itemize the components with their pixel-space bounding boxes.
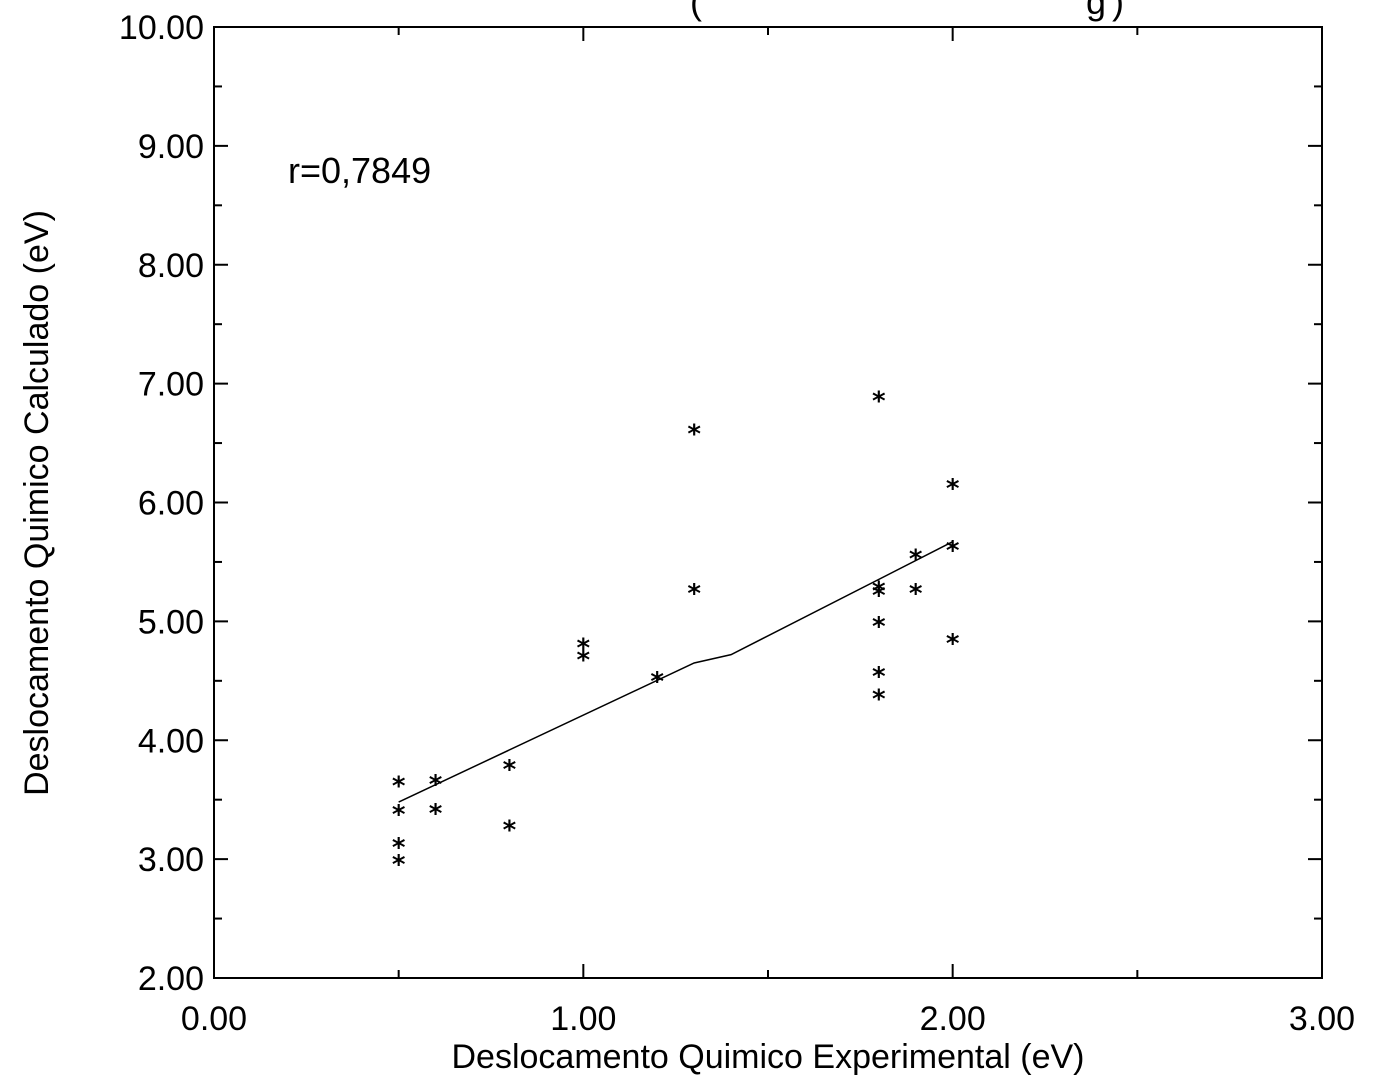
data-point: * xyxy=(909,544,923,574)
data-point: * xyxy=(429,770,443,800)
data-point: * xyxy=(872,581,886,611)
data-points: ************************ xyxy=(392,386,960,880)
x-axis-title: Deslocamento Quimico Experimental (eV) xyxy=(451,1038,1084,1076)
y-tick-label: 5.00 xyxy=(138,603,204,641)
axis-ticks xyxy=(213,26,1323,979)
data-point: * xyxy=(392,800,406,830)
data-point: * xyxy=(946,536,960,566)
data-point: * xyxy=(946,629,960,659)
data-point: * xyxy=(872,612,886,642)
y-tick-label: 7.00 xyxy=(138,366,204,404)
fit-line xyxy=(398,541,954,803)
y-tick-label: 6.00 xyxy=(138,485,204,523)
x-tick-label: 2.00 xyxy=(920,1000,986,1038)
data-point: * xyxy=(577,645,591,675)
data-point: * xyxy=(872,662,886,692)
data-point: * xyxy=(392,771,406,801)
chart-title: ( g ) xyxy=(690,0,1124,22)
data-point: * xyxy=(429,799,443,829)
x-tick-label: 0.00 xyxy=(181,1000,247,1038)
axis-tick-labels: 0.00 1.00 2.00 3.00 2.00 3.00 4.00 5.00 6.00 7.00… xyxy=(119,9,1355,1038)
chart-title-close: ) xyxy=(1112,0,1124,22)
data-point: * xyxy=(909,579,923,609)
correlation-annotation: r=0,7849 xyxy=(288,150,431,191)
data-point: * xyxy=(687,579,701,609)
data-point: * xyxy=(872,685,886,715)
data-point: * xyxy=(872,576,886,606)
y-tick-label: 8.00 xyxy=(138,247,204,285)
y-tick-label: 10.00 xyxy=(119,9,204,47)
y-tick-label: 2.00 xyxy=(138,960,204,998)
x-tick-label: 3.00 xyxy=(1289,1000,1355,1038)
data-point: * xyxy=(946,474,960,504)
data-point: * xyxy=(687,420,701,450)
y-tick-label: 3.00 xyxy=(138,841,204,879)
data-point: * xyxy=(872,386,886,416)
data-point: * xyxy=(392,833,406,863)
y-tick-label: 4.00 xyxy=(138,722,204,760)
data-point: * xyxy=(577,634,591,664)
chart-title-open: ( xyxy=(690,0,702,22)
x-tick-label: 1.00 xyxy=(550,1000,616,1038)
y-tick-label: 9.00 xyxy=(138,128,204,166)
data-point: * xyxy=(503,755,517,785)
data-point: * xyxy=(650,667,664,697)
data-point: * xyxy=(503,815,517,845)
chart-title-mid: g xyxy=(1086,0,1106,22)
y-axis-title: Deslocamento Quimico Calculado (eV) xyxy=(18,210,56,796)
data-point: * xyxy=(392,850,406,880)
